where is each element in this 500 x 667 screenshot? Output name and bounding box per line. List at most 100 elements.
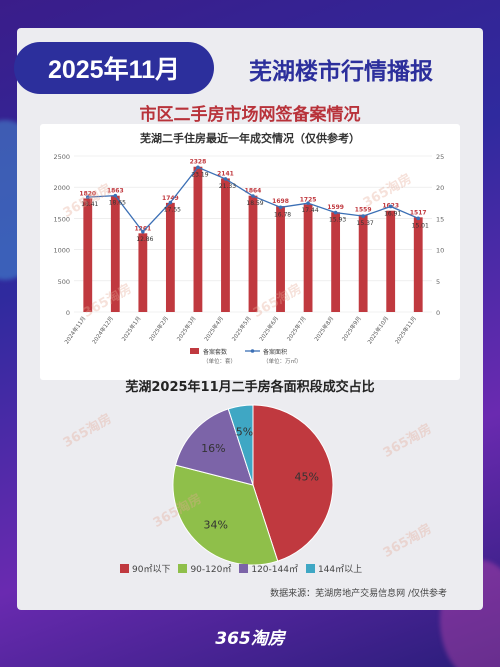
bar-value-label: 2141 xyxy=(217,170,234,177)
pie-legend-label: 90-120㎡ xyxy=(190,564,232,575)
bar-value-label: 1820 xyxy=(79,190,96,197)
bar-value-label: 1559 xyxy=(355,207,372,214)
line-point xyxy=(113,193,118,198)
left-tick-label: 2000 xyxy=(53,184,70,192)
x-tick-label: 2024年11月 xyxy=(62,315,87,346)
pie-slice xyxy=(227,404,254,486)
bar xyxy=(221,178,230,312)
legend-label-line: 备案面积 xyxy=(263,348,287,356)
legend-unit-bars: （单位：套） xyxy=(203,357,236,365)
pie-legend-item: 144㎡以上 xyxy=(305,562,363,575)
pie-slice xyxy=(174,408,254,486)
bar xyxy=(331,212,341,312)
line-point xyxy=(251,194,255,198)
combo-chart-svg: 芜湖二手住房最近一年成交情况（仅供参考） 0 500 1000 1500 2000 2500… xyxy=(53,131,444,365)
source-note: 数据来源：芜湖房地产交易信息网 /仅供参考 xyxy=(270,589,447,599)
bar-value-label: 1749 xyxy=(162,195,179,202)
chart-title: 芜湖二手住房最近一年成交情况（仅供参考） xyxy=(140,131,360,145)
bar-value-label: 1261 xyxy=(134,225,151,232)
line-point xyxy=(168,200,173,205)
pie-slice-label: 5% xyxy=(236,425,253,438)
legend-swatch-bars xyxy=(190,348,199,354)
pie-legend-swatch xyxy=(120,563,129,573)
legend-swatch-point xyxy=(250,349,255,353)
bar-value-label: 1599 xyxy=(327,204,344,211)
brand-logo: 365淘房 xyxy=(215,629,285,649)
pie-legend-swatch xyxy=(178,563,188,573)
line-value-label: 18.59 xyxy=(246,200,263,207)
pie-legend-item: 90-120㎡ xyxy=(178,562,231,575)
bar xyxy=(110,195,120,312)
pie-slice-label: 16% xyxy=(201,442,225,455)
pie-legend-item: 120-144㎡ xyxy=(239,562,298,575)
pie-legend: 90㎡以下 90-120㎡ 120-144㎡ 144㎡以上 xyxy=(120,560,420,576)
line-point xyxy=(416,216,421,221)
pie-legend-swatch xyxy=(305,563,315,573)
pie-slice-label: 34% xyxy=(204,519,228,532)
line-point xyxy=(361,214,365,218)
right-tick-label: 20 xyxy=(436,184,444,192)
bar xyxy=(138,233,148,312)
bar xyxy=(193,166,203,312)
left-tick-label: 1000 xyxy=(53,247,70,255)
bar xyxy=(248,195,258,312)
x-tick-label: 2025年1月 xyxy=(120,315,143,343)
legend-label-bars: 备案套数 xyxy=(203,348,227,356)
line-value-label: 15.37 xyxy=(357,220,374,227)
line-point xyxy=(306,201,310,205)
x-tick-label: 2025年11月 xyxy=(393,315,418,346)
right-tick-label: 15 xyxy=(436,215,444,223)
pie-chart-svg: 45% 34% 16% 5% xyxy=(172,404,334,566)
x-tick-label: 2025年3月 xyxy=(175,315,198,343)
bar xyxy=(386,210,396,312)
pie-slice xyxy=(172,464,279,566)
line-value-label: 21.33 xyxy=(219,183,236,190)
bar xyxy=(413,217,423,312)
bar xyxy=(276,206,285,312)
bar-value-label: 2328 xyxy=(190,159,207,166)
right-tick-label: 5 xyxy=(436,278,440,286)
x-tick-label: 2025年4月 xyxy=(202,315,225,343)
bar xyxy=(358,214,368,312)
line-point xyxy=(85,195,90,199)
report-title: 芜湖楼市行情播报 xyxy=(249,59,433,85)
pie-legend-item: 90㎡以下 xyxy=(120,562,170,575)
pie-legend-swatch xyxy=(239,563,249,573)
left-tick-label: 2500 xyxy=(53,153,70,161)
line-value-label: 18.65 xyxy=(109,200,126,207)
bar xyxy=(83,198,93,312)
line-value-label: 23.19 xyxy=(191,171,208,178)
date-label: 2025年11月 xyxy=(47,56,181,84)
left-tick-label: 0 xyxy=(66,309,70,317)
line-value-label: 16.78 xyxy=(274,211,291,218)
x-tick-label: 2025年5月 xyxy=(230,315,253,343)
x-tick-label: 2025年7月 xyxy=(285,315,308,343)
bar-value-label: 1698 xyxy=(272,198,289,205)
line-value-label: 15.01 xyxy=(412,222,429,229)
pie-legend-label: 144㎡以上 xyxy=(317,564,363,575)
section-subtitle: 市区二手房市场网签备案情况 xyxy=(139,105,361,125)
left-tick-label: 1500 xyxy=(53,215,70,223)
x-tick-label: 2024年12月 xyxy=(90,315,115,346)
line-value-label: 15.93 xyxy=(329,217,346,224)
pie-slice-label: 45% xyxy=(295,470,319,483)
line-point xyxy=(278,205,283,210)
bar xyxy=(303,204,313,312)
left-tick-label: 500 xyxy=(58,278,70,286)
line-point xyxy=(223,177,228,181)
right-tick-label: 25 xyxy=(436,153,444,161)
line-point xyxy=(333,210,338,215)
x-tick-label: 2025年10月 xyxy=(365,315,390,346)
line-point xyxy=(388,204,393,209)
right-tick-label: 10 xyxy=(436,247,444,255)
line-value-label: 16.91 xyxy=(384,210,401,217)
bar-value-label: 1863 xyxy=(107,188,124,195)
bar-value-label: 1517 xyxy=(410,209,427,216)
line-value-label: 17.44 xyxy=(301,207,318,214)
bar-value-label: 1725 xyxy=(300,196,317,203)
line-point xyxy=(141,229,145,234)
right-tick-label: 0 xyxy=(436,309,440,317)
line-value-label: 18.41 xyxy=(81,201,98,208)
date-badge: 2025年11月 xyxy=(14,42,214,94)
x-tick-label: 2025年8月 xyxy=(312,315,335,343)
